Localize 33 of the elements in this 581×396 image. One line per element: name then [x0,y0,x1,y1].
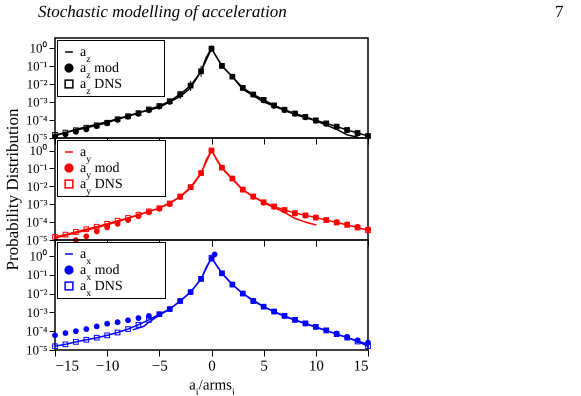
x-tick-label: −10 [96,358,120,374]
y-tick-label: 10⁻² [26,178,48,194]
x-tick-label: 0 [208,358,216,374]
y-tick-label: 10⁻¹ [26,160,48,176]
x-tick-label: −5 [152,358,168,374]
y-tick-label: 10⁻¹ [26,267,48,282]
y-tick-label: 10⁻¹ [26,58,48,74]
x-tick-label: 5 [260,358,268,374]
y-tick-label: 10⁻⁵ [26,232,48,248]
text: 7 [555,2,564,22]
chart-title: Stochastic modelling of acceleration [38,2,287,22]
y-axis-title: Probability Distribution [2,108,22,270]
y-tick-label: 10⁻⁴ [26,112,48,128]
y-tick-label: 10⁻⁵ [26,342,48,358]
y-tick-label: 10⁻⁴ [26,214,48,230]
y-tick-label: 10⁻² [26,76,48,92]
x-axis-title: a$_{i}$/arms$_{i}$ [189,378,235,396]
x-tick-label: −15 [56,358,79,374]
x-tick-label: 15 [354,358,368,374]
x-tick-label: 10 [308,358,324,374]
y-tick-label: 10⁻⁴ [26,324,48,339]
y-tick-label: 10⁻³ [26,196,48,212]
y-tick-label: 10⁰ [30,143,48,158]
legend-label: a$_{x}$ [80,247,92,266]
y-tick-label: 10⁻² [26,286,48,302]
legend-label: a$_{z}$ [80,45,92,64]
y-tick-label: 10⁻³ [26,304,48,320]
y-tick-label: 10⁻³ [26,94,48,110]
legend-label: a$_{z}$ DNS [80,77,122,96]
y-tick-label: 10⁰ [30,40,48,56]
legend-label: a$_{x}$ DNS [80,279,123,298]
y-tick-label: 10⁰ [30,248,48,264]
legend-label: a$_{y}$ [80,145,92,164]
